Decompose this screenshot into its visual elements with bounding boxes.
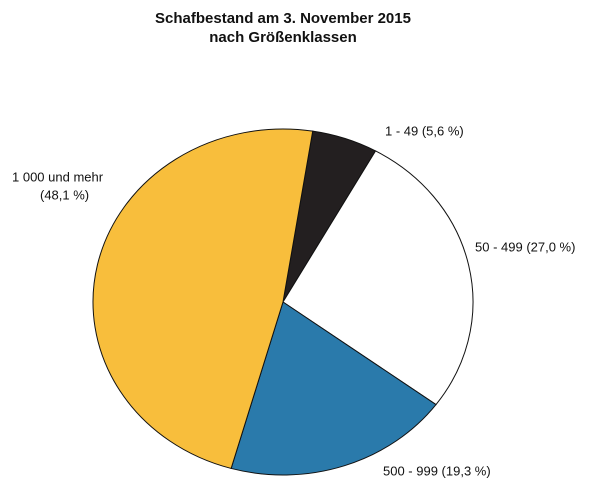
slice-label: 500 - 999 (19,3 %): [383, 463, 491, 478]
pie-slice: [230, 301, 437, 476]
chart-title: Schafbestand am 3. November 2015: [155, 10, 411, 27]
slice-label: (48,1 %): [40, 187, 89, 202]
slice-label: 50 - 499 (27,0 %): [475, 239, 575, 254]
slice-label: 1 000 und mehr: [12, 169, 104, 184]
slice-label: 1 - 49 (5,6 %): [385, 123, 464, 138]
pie-slice: [282, 150, 474, 406]
pie-slice: [92, 128, 314, 470]
chart-subtitle: nach Größenklassen: [209, 29, 357, 46]
